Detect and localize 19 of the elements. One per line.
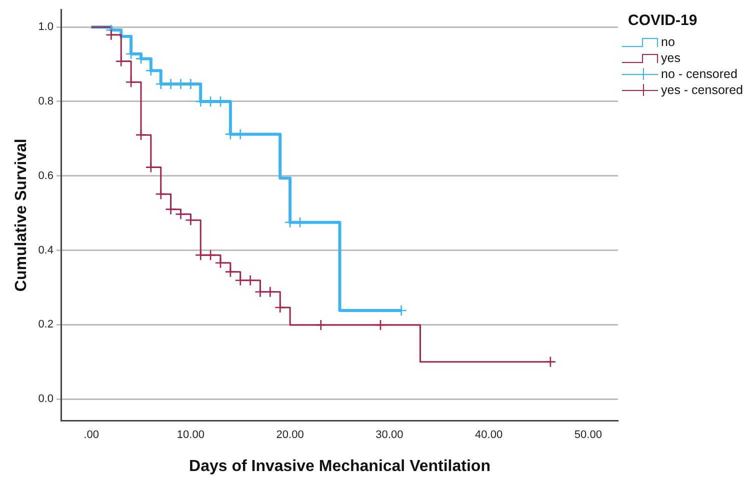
x-axis-title: Days of Invasive Mechanical Ventilation [189,458,490,475]
y-tick-label: 0.6 [38,170,54,182]
x-tick-label: 30.00 [376,429,404,442]
y-tick-label: 0.0 [38,393,54,406]
legend-title: COVID-19 [628,12,698,29]
x-tick-label: 40.00 [475,429,503,442]
x-tick-label: 50.00 [574,429,602,442]
legend-label: yes [661,51,680,65]
legend-label: no [661,35,675,49]
legend-label: no - censored [661,67,738,81]
legend-label: yes - censored [661,83,743,97]
x-tick-label: 10.00 [176,429,204,442]
y-tick-label: 0.4 [38,244,54,256]
y-tick-label: 0.8 [38,96,54,108]
y-axis-title: Cumulative Survival [13,138,30,292]
x-tick-label: .00 [84,429,99,442]
y-tick-label: 0.2 [38,318,54,331]
y-tick-label: 1.0 [38,21,54,34]
x-tick-label: 20.00 [276,429,304,442]
